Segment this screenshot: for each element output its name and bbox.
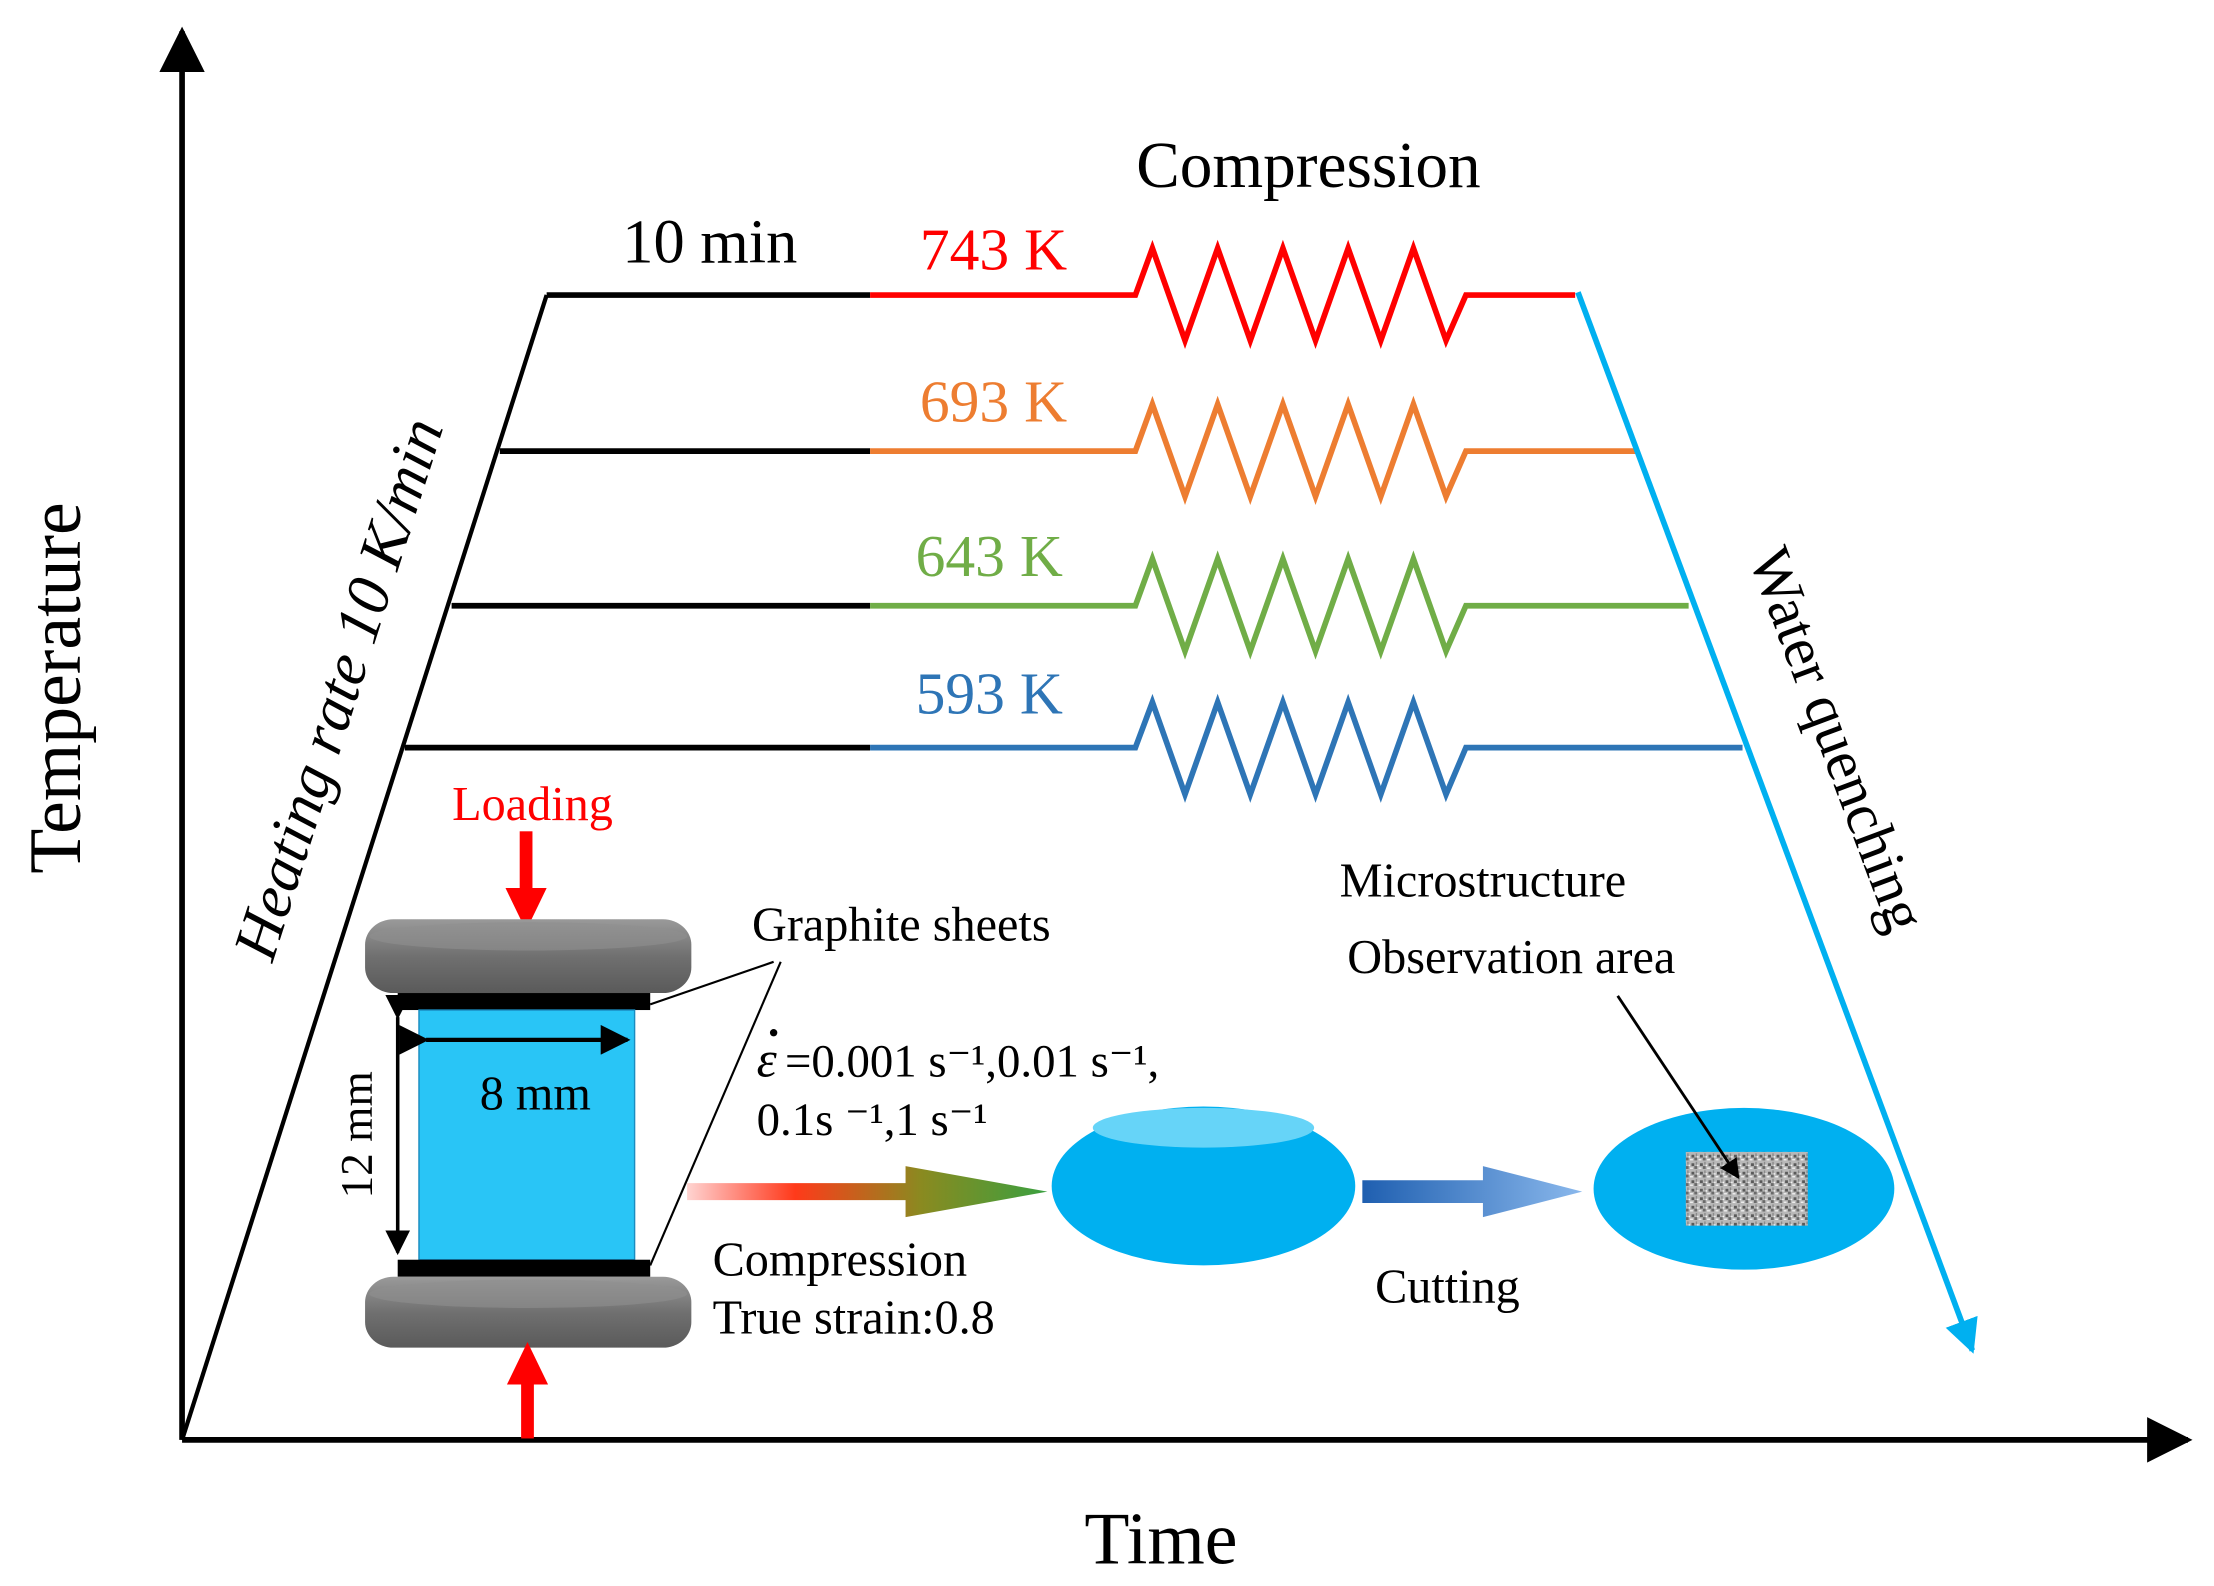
heating-ramp-line [180,294,549,1441]
height-label: 12 mm [332,1071,382,1198]
upper-platen [365,919,692,994]
process-line-693k [870,395,1638,506]
level-743k: 743 K [546,217,1576,349]
compression-arrow [687,1166,1048,1218]
y-axis-label: Temperature [14,502,96,874]
cylinder-specimen [418,1009,636,1261]
hold-time-label: 10 min [622,207,797,276]
lower-platen [365,1276,692,1348]
graphite-sheet-top [397,993,651,1011]
strain-rate-line1: =0.001 s⁻¹,0.01 s⁻¹, [785,1036,1159,1088]
quench-line [1575,291,1978,1354]
cutting-label: Cutting [1375,1260,1520,1313]
temperature-label-693k: 693 K [920,368,1067,434]
observation-area [1685,1151,1808,1226]
strain-rate-label: ε =0.001 s⁻¹,0.01 s⁻¹, 0.1s ⁻¹,1 s⁻¹ [757,1029,1159,1146]
strain-rate-dot [769,1029,778,1037]
specimen-assembly: Loading 8 mm 12 mm Graphite sheets [332,778,1051,1439]
true-strain-label: True strain:0.8 [713,1291,995,1344]
compression-stage-label: Compression [1136,130,1480,202]
loading-arrow-top [505,831,547,931]
microstructure-label: Microstructure [1340,855,1627,908]
axes: Temperature Time [14,26,2193,1579]
diameter-label: 8 mm [480,1067,591,1120]
graphite-sheets-label: Graphite sheets [752,899,1051,952]
cut-sample [1593,1107,1895,1270]
compression-step-label: Compression [713,1233,967,1286]
level-643k: 643 K [451,523,1689,660]
graphite-callout-bottom [649,961,782,1266]
graphite-sheet-bottom [397,1259,651,1277]
observation-area-label: Observation area [1347,931,1675,984]
temperature-label-593k: 593 K [916,661,1063,727]
x-axis-label: Time [1084,1497,1237,1579]
graphite-callout-top [649,960,774,1006]
loading-label: Loading [452,778,613,831]
observation-pointer [1616,995,1740,1180]
temperature-levels: 743 K 693 K 643 K 593 K [404,217,1743,803]
cutting-arrow [1362,1166,1583,1218]
level-593k: 593 K [404,661,1743,803]
process-line-643k [870,550,1689,660]
process-line-593k [870,693,1743,803]
compressed-sample [1051,1106,1356,1266]
temperature-label-643k: 643 K [916,523,1063,589]
level-693k: 693 K [499,368,1638,506]
process-line-743k [870,239,1576,349]
water-quenching-label: Water quenching [1736,539,1939,940]
temperature-label-743k: 743 K [920,217,1067,283]
strain-rate-symbol: ε [757,1032,778,1089]
strain-rate-line2: 0.1s ⁻¹,1 s⁻¹ [757,1094,988,1146]
loading-arrow-bottom [506,1342,549,1439]
